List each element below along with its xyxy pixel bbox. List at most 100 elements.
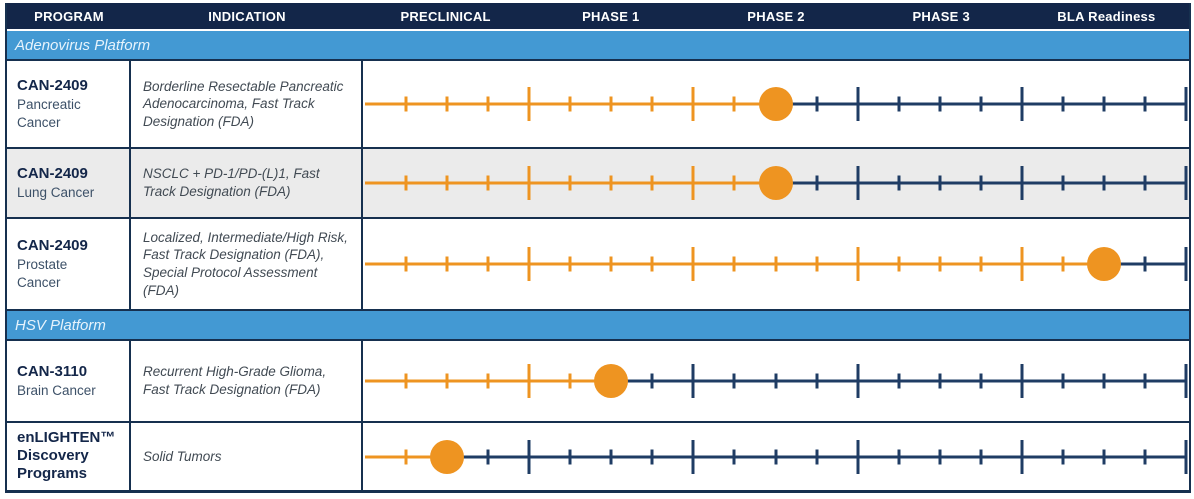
- indication-cell: NSCLC + PD-1/PD-(L)1, Fast Track Designa…: [131, 149, 363, 217]
- table-header-row: PROGRAM INDICATION PRECLINICAL PHASE 1 P…: [7, 3, 1189, 29]
- program-name: CAN-2409: [17, 164, 88, 182]
- phase-boundary-tick: [527, 166, 531, 200]
- phase-boundary-tick: [1184, 439, 1188, 474]
- program-subtitle: Lung Cancer: [17, 185, 95, 201]
- quarter-tick: [1102, 373, 1106, 389]
- quarter-tick: [1061, 175, 1065, 191]
- quarter-tick: [979, 449, 983, 464]
- quarter-tick: [404, 96, 408, 112]
- quarter-tick: [938, 96, 942, 112]
- quarter-tick: [979, 373, 983, 389]
- indication-text: NSCLC + PD-1/PD-(L)1, Fast Track Designa…: [143, 166, 320, 199]
- quarter-tick: [404, 256, 408, 272]
- quarter-tick: [774, 449, 777, 464]
- phase-boundary-tick: [527, 87, 531, 121]
- quarter-tick: [486, 373, 490, 389]
- quarter-tick: [650, 175, 654, 191]
- quarter-tick: [1061, 449, 1065, 464]
- phase-headers: PRECLINICAL PHASE 1 PHASE 2 PHASE 3 BLA …: [363, 3, 1189, 29]
- program-subtitle: Pancreatic Cancer: [17, 97, 81, 130]
- timeline-cell: [363, 149, 1189, 217]
- quarter-tick: [445, 373, 449, 389]
- quarter-tick: [609, 96, 613, 112]
- phase-boundary-tick: [856, 87, 860, 121]
- program-name: CAN-2409: [17, 237, 88, 255]
- progress-track: [365, 149, 1188, 217]
- progress-track: [365, 219, 1188, 309]
- quarter-tick: [609, 449, 613, 464]
- quarter-tick: [815, 256, 819, 272]
- quarter-tick: [568, 449, 572, 464]
- quarter-tick: [774, 256, 777, 272]
- progress-track: [365, 61, 1188, 147]
- quarter-tick: [445, 256, 449, 272]
- indication-cell: Borderline Resectable Pancreatic Adenoca…: [131, 61, 363, 147]
- quarter-tick: [815, 373, 819, 389]
- program-name: CAN-2409: [17, 77, 88, 95]
- quarter-tick: [445, 96, 449, 112]
- phase-boundary-tick: [691, 87, 695, 121]
- current-stage-marker: [758, 166, 793, 200]
- quarter-tick: [486, 96, 490, 112]
- col-header-program: PROGRAM: [34, 8, 104, 24]
- timeline-cell: [363, 341, 1189, 421]
- timeline-cell: [363, 423, 1189, 490]
- col-header-phase2: PHASE 2: [747, 8, 805, 24]
- phase-boundary-tick: [1020, 166, 1024, 200]
- quarter-tick: [404, 175, 408, 191]
- quarter-tick: [938, 449, 942, 464]
- program-cell: CAN-3110 Brain Cancer: [7, 341, 131, 421]
- quarter-tick: [774, 373, 777, 389]
- quarter-tick: [1143, 256, 1147, 272]
- pipeline-row-enlighten: enLIGHTEN™ Discovery Programs Solid Tumo…: [7, 421, 1189, 490]
- quarter-tick: [815, 449, 819, 464]
- indication-cell: Recurrent High-Grade Glioma, Fast Track …: [131, 341, 363, 421]
- section-label: HSV Platform: [15, 316, 106, 334]
- quarter-tick: [979, 175, 983, 191]
- pipeline-row-brain: CAN-3110 Brain Cancer Recurrent High-Gra…: [7, 339, 1189, 421]
- pipeline-row-prostate: CAN-2409 Prostate Cancer Localized, Inte…: [7, 217, 1189, 309]
- quarter-tick: [732, 96, 736, 112]
- phase-boundary-tick: [1020, 247, 1024, 281]
- phase-boundary-tick: [856, 247, 860, 281]
- quarter-tick: [815, 175, 819, 191]
- quarter-tick: [732, 175, 736, 191]
- indication-text: Recurrent High-Grade Glioma, Fast Track …: [143, 364, 327, 397]
- quarter-tick: [650, 373, 654, 389]
- phase-boundary-tick: [691, 364, 695, 398]
- col-header-phase3: PHASE 3: [912, 8, 970, 24]
- timeline-cell: [363, 61, 1189, 147]
- col-header-indication: INDICATION: [208, 8, 286, 24]
- quarter-tick: [404, 373, 408, 389]
- progress-track: [365, 423, 1188, 490]
- quarter-tick: [1143, 373, 1147, 389]
- phase-boundary-tick: [1020, 87, 1024, 121]
- program-cell: CAN-2409 Prostate Cancer: [7, 219, 131, 309]
- quarter-tick: [732, 449, 736, 464]
- clinical-pipeline-table: PROGRAM INDICATION PRECLINICAL PHASE 1 P…: [5, 3, 1191, 493]
- phase-boundary-tick: [1184, 364, 1188, 398]
- quarter-tick: [486, 256, 490, 272]
- col-header-preclinical: PRECLINICAL: [400, 8, 491, 24]
- quarter-tick: [568, 96, 572, 112]
- quarter-tick: [1143, 96, 1147, 112]
- phase-boundary-tick: [527, 364, 531, 398]
- col-header-phase1: PHASE 1: [582, 8, 640, 24]
- program-cell: CAN-2409 Pancreatic Cancer: [7, 61, 131, 147]
- phase-boundary-tick: [1184, 247, 1188, 281]
- indication-text: Borderline Resectable Pancreatic Adenoca…: [143, 78, 344, 129]
- quarter-tick: [938, 373, 942, 389]
- program-cell: enLIGHTEN™ Discovery Programs: [7, 423, 131, 490]
- quarter-tick: [938, 256, 942, 272]
- program-name: enLIGHTEN™ Discovery Programs: [17, 428, 116, 483]
- quarter-tick: [732, 373, 736, 389]
- quarter-tick: [1143, 175, 1147, 191]
- quarter-tick: [650, 449, 654, 464]
- pipeline-row-pancreatic: CAN-2409 Pancreatic Cancer Borderline Re…: [7, 59, 1189, 147]
- quarter-tick: [1061, 256, 1065, 272]
- current-stage-marker: [758, 87, 793, 121]
- phase-boundary-tick: [691, 166, 695, 200]
- quarter-tick: [897, 373, 901, 389]
- program-cell: CAN-2409 Lung Cancer: [7, 149, 131, 217]
- phase-boundary-tick: [1184, 166, 1188, 200]
